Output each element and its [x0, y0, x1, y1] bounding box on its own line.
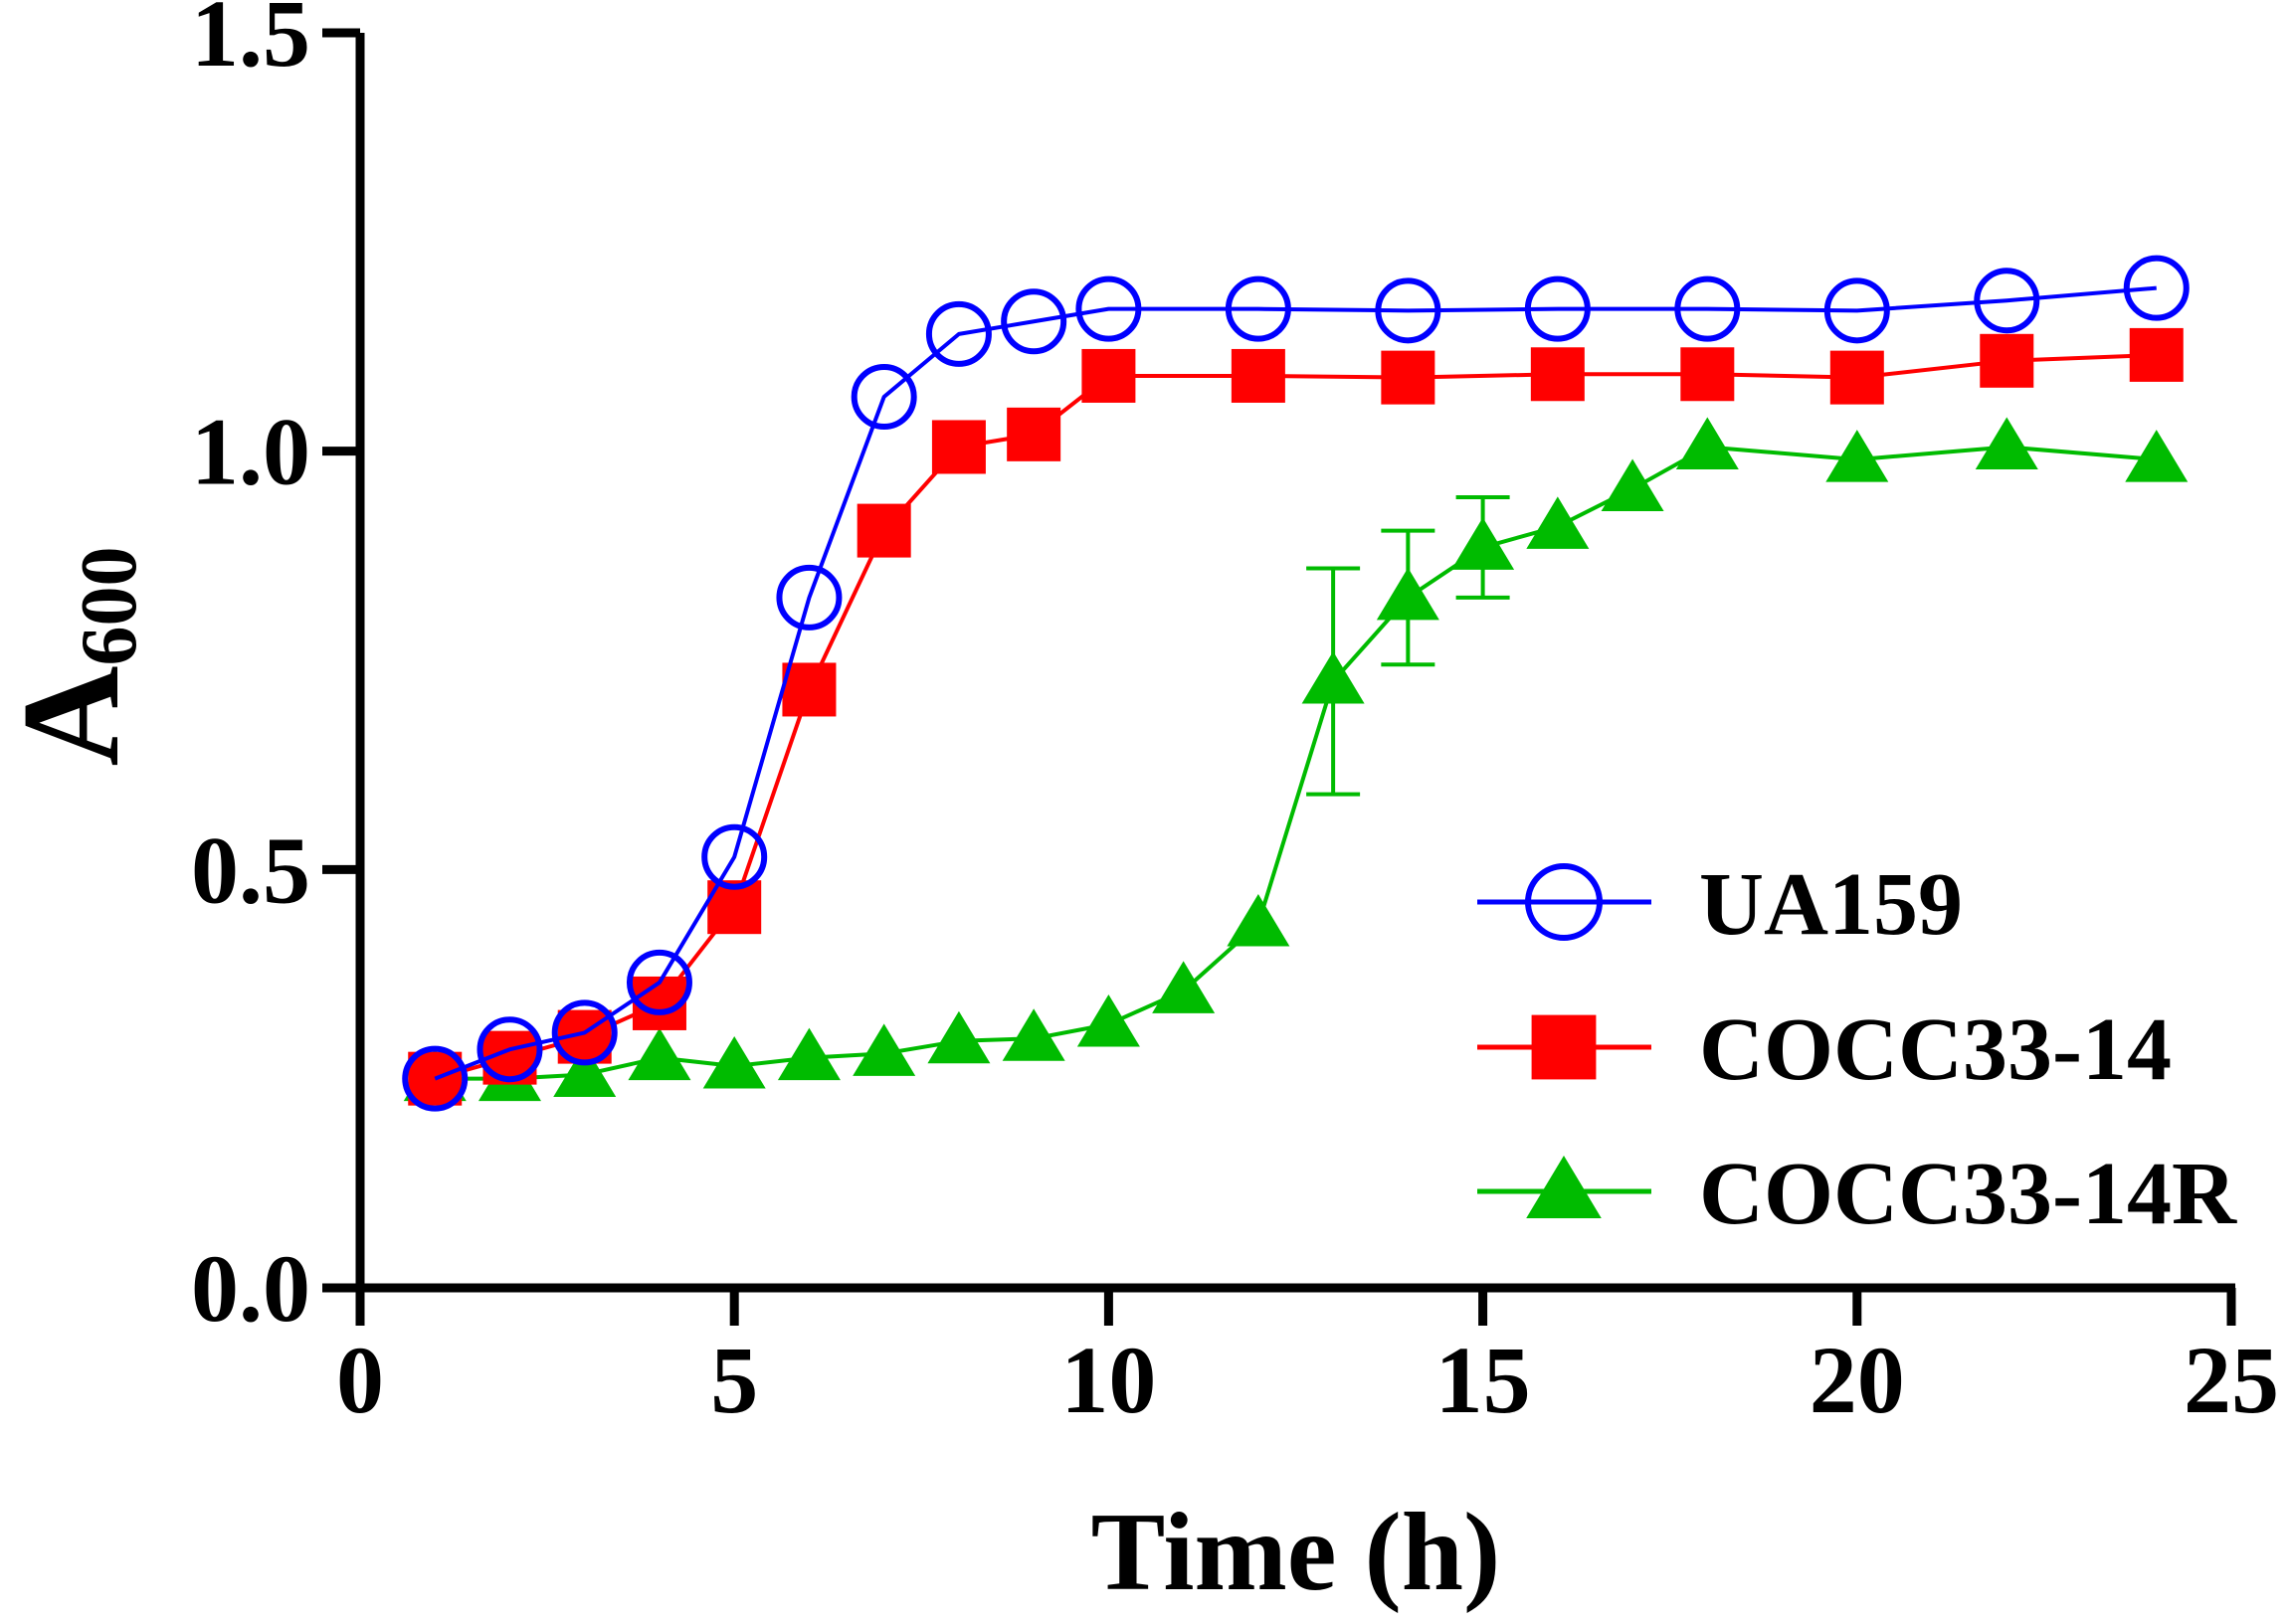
x-tick-label: 10: [1060, 1327, 1156, 1433]
data-point: [1301, 651, 1365, 704]
data-point: [1375, 277, 1441, 344]
series-line: [434, 352, 2157, 1081]
data-point: [853, 1023, 916, 1076]
data-point: [1823, 277, 1890, 344]
x-tick-label: 5: [710, 1327, 758, 1433]
data-point: [628, 1027, 691, 1081]
data-point: [857, 503, 911, 558]
data-point: [1376, 567, 1439, 621]
data-point: [1081, 348, 1136, 403]
data-point: [1825, 430, 1889, 482]
series-layer: [402, 255, 2190, 1112]
data-point: [776, 564, 843, 631]
data-point: [701, 823, 768, 890]
y-tick-label: 1.5: [191, 0, 310, 87]
legend-label: COCC33-14R: [1699, 1145, 2237, 1243]
data-point: [553, 1044, 617, 1097]
legend-item-cocc33-14r: COCC33-14R: [1477, 1145, 2237, 1243]
data-point: [626, 949, 692, 1015]
data-point: [1829, 350, 1884, 405]
data-point: [2125, 430, 2189, 482]
data-point: [1076, 993, 1140, 1047]
data-point: [927, 1010, 991, 1064]
y-axis-title-main: A: [0, 665, 148, 766]
data-point: [931, 420, 986, 474]
data-point: [1075, 275, 1142, 342]
y-axis-title: A600: [0, 546, 153, 766]
legend-label: UA159: [1699, 855, 1963, 954]
data-point: [1002, 1008, 1065, 1061]
data-point: [1225, 275, 1291, 342]
y-axis-title-subscript: 600: [66, 546, 153, 665]
x-tick-label: 0: [336, 1327, 384, 1433]
data-point: [1674, 275, 1741, 342]
legend-marker: [1531, 1014, 1597, 1080]
legend-item-ua159: UA159: [1477, 855, 1963, 954]
data-point: [1451, 517, 1515, 570]
series-ua159: [402, 255, 2190, 1112]
data-point: [851, 363, 917, 430]
y-tick-label: 0.0: [191, 1235, 310, 1342]
data-point: [1974, 268, 2040, 334]
data-point: [782, 662, 837, 717]
data-point: [925, 300, 992, 367]
y-tick-label: 1.0: [191, 399, 310, 505]
data-point: [1680, 347, 1735, 402]
x-tick-label: 20: [1810, 1327, 1905, 1433]
data-point: [477, 1016, 543, 1083]
data-point: [1675, 417, 1739, 469]
series-line: [435, 445, 2157, 1081]
x-tick-label: 15: [1435, 1327, 1531, 1433]
legend-marker: [1525, 863, 1603, 941]
data-point: [551, 999, 618, 1066]
data-point: [402, 1045, 469, 1112]
data-point: [777, 1027, 841, 1081]
data-point: [1980, 333, 2034, 388]
data-point: [1152, 961, 1216, 1013]
data-point: [1007, 407, 1061, 461]
data-point: [702, 1036, 766, 1089]
legend-marker: [1526, 1156, 1602, 1218]
legend-label: COCC33-14: [1699, 1000, 2172, 1099]
data-point: [1231, 348, 1285, 403]
data-point: [1524, 275, 1591, 342]
legend-item-cocc33-14: COCC33-14: [1477, 1000, 2172, 1099]
data-point: [1381, 350, 1435, 405]
y-axis-title-group: A600: [0, 546, 153, 766]
data-point: [1001, 288, 1067, 355]
data-point: [1526, 496, 1590, 549]
data-point: [1530, 347, 1585, 402]
x-axis-title: Time (h): [1091, 1491, 1501, 1614]
data-point: [1975, 417, 2038, 469]
legend: UA159 COCC33-14 COCC33-14R: [1477, 855, 2237, 1243]
data-point: [1601, 458, 1664, 512]
series-cocc33-14: [408, 327, 2184, 1106]
data-point: [2123, 255, 2190, 321]
y-tick-label: 0.5: [191, 816, 310, 923]
data-point: [1227, 894, 1290, 947]
data-point: [2129, 327, 2184, 382]
x-tick-label: 25: [2184, 1327, 2279, 1433]
